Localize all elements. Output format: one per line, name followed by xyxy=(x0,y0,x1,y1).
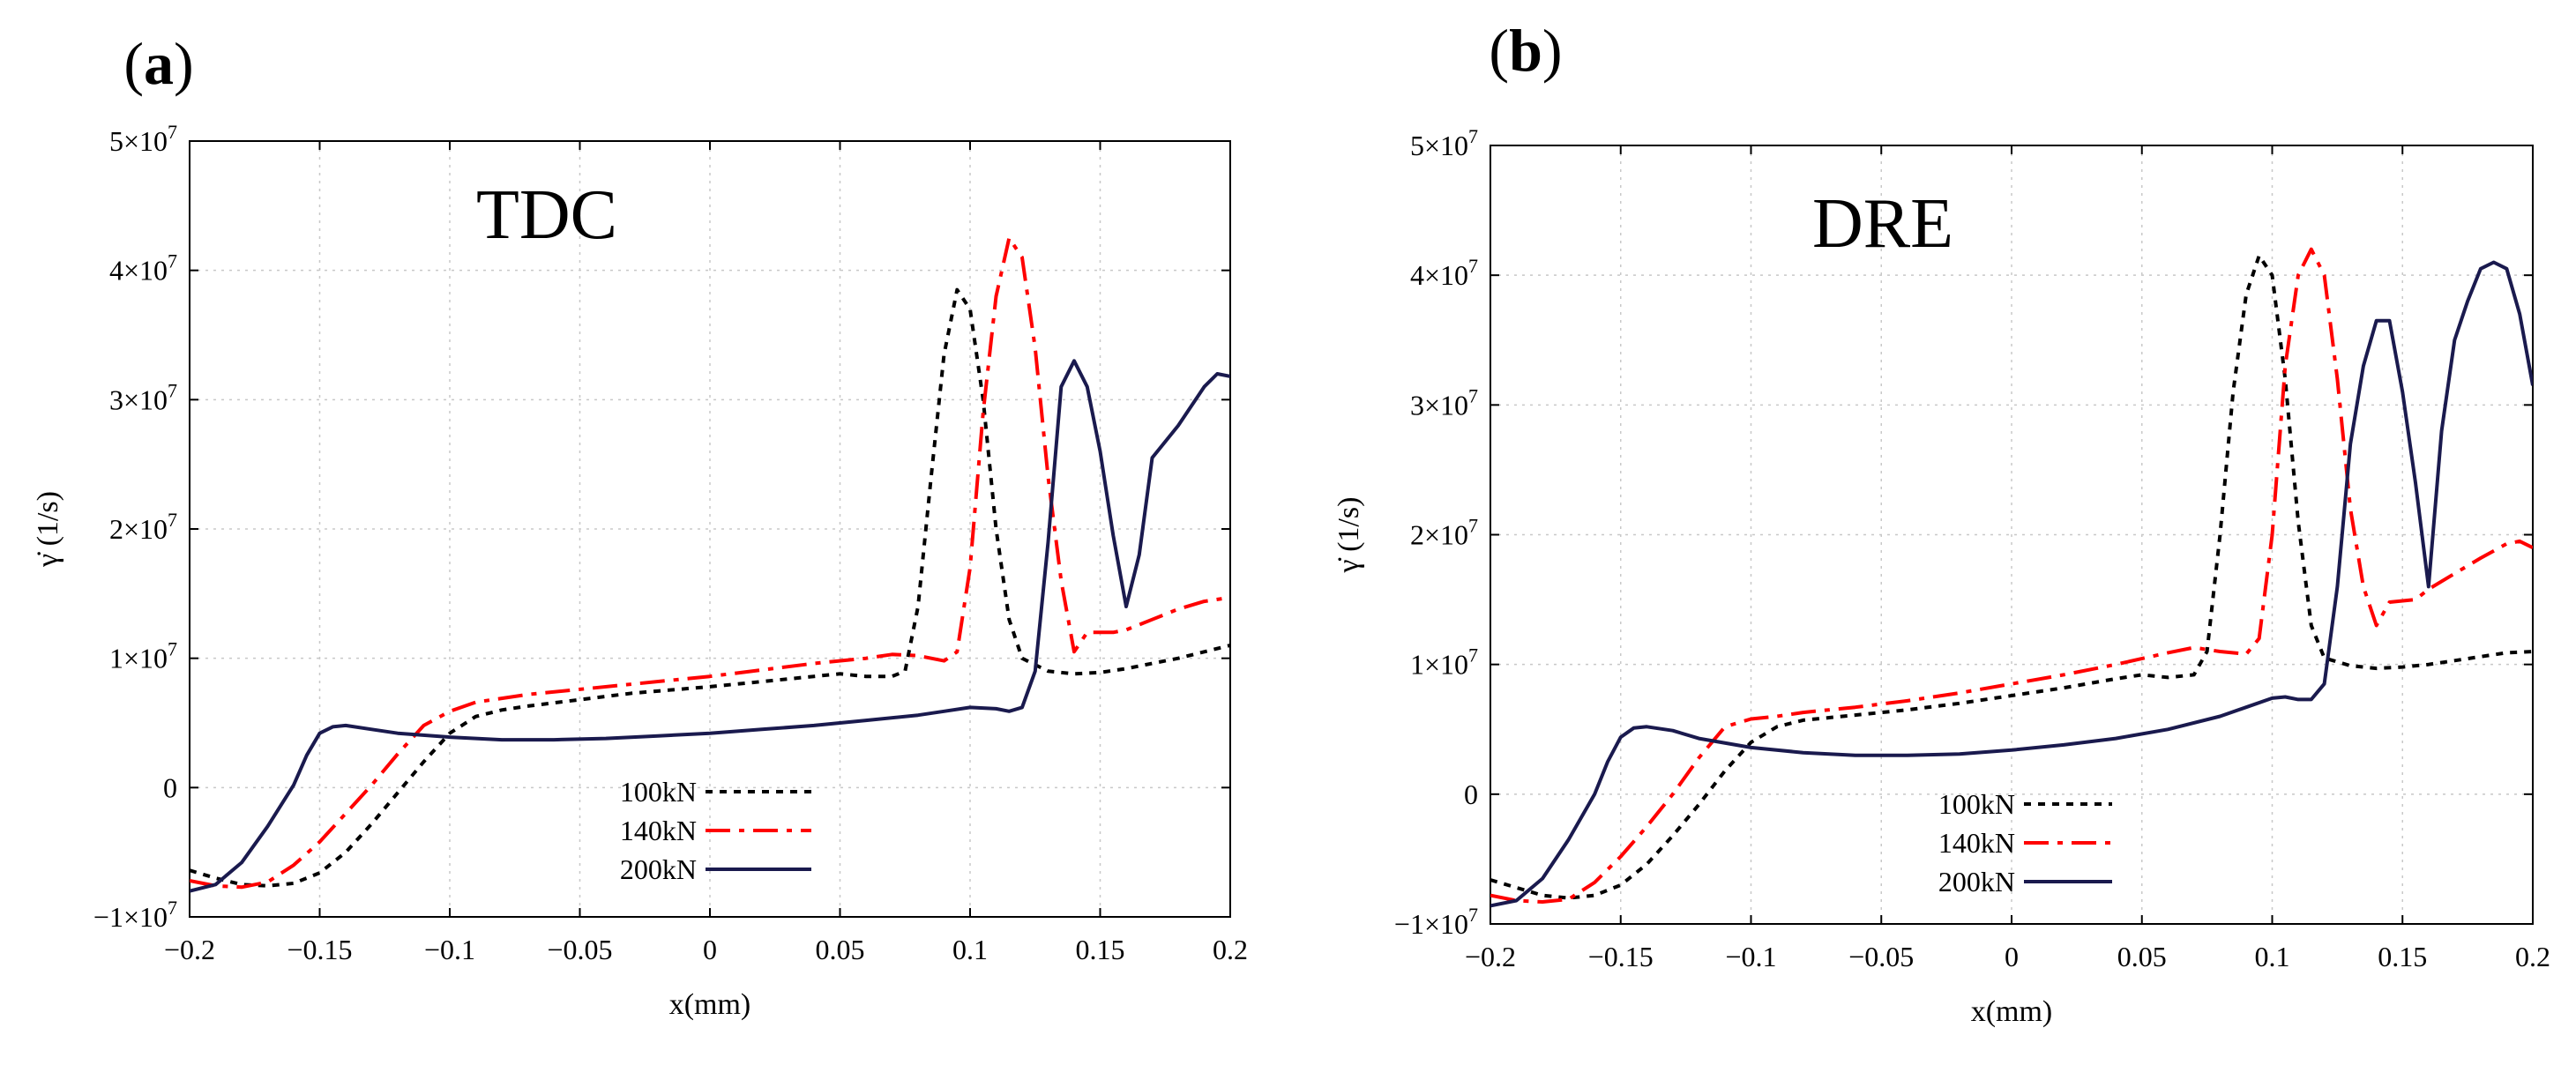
x-tick-label: −0.2 xyxy=(164,934,215,965)
y-axis-title: γ̇ (1/s) xyxy=(32,491,64,568)
y-tick-label: 1×107 xyxy=(109,638,177,674)
x-tick-label: −0.15 xyxy=(1588,941,1654,972)
y-tick-label: 0 xyxy=(1464,778,1478,810)
x-tick-label: 0.05 xyxy=(2117,941,2167,972)
x-tick-label: 0.1 xyxy=(952,934,988,965)
panel-label: (b) xyxy=(1489,17,1562,84)
series-line-140kN xyxy=(190,236,1230,890)
x-tick-label: 0.15 xyxy=(1076,934,1125,965)
x-tick-label: 0 xyxy=(2005,941,2019,972)
x-tick-label: −0.15 xyxy=(287,934,352,965)
series-line-100kN xyxy=(1490,254,2533,900)
y-tick-label: 3×107 xyxy=(109,379,177,415)
series-line-140kN xyxy=(1490,247,2533,904)
x-tick-label: −0.1 xyxy=(1725,941,1776,972)
legend-label: 200kN xyxy=(1938,866,2015,897)
legend-label: 140kN xyxy=(620,815,697,846)
x-tick-label: 0.15 xyxy=(2378,941,2427,972)
chart-panel-a: (a) −0.2 −0.15 −0.1 −0.05 0 0.05 0.1 0.15 0.2 −1×1… xyxy=(32,30,1248,1021)
panel-label: (a) xyxy=(123,30,193,97)
y-tick-label: 0 xyxy=(163,771,177,803)
y-tick-label: 5×107 xyxy=(1410,125,1478,161)
y-tick-label: −1×107 xyxy=(93,897,177,933)
y-tick-label: 1×107 xyxy=(1410,644,1478,681)
series-line-100kN xyxy=(190,287,1230,888)
legend-label: 140kN xyxy=(1938,827,2015,859)
y-tick-label: 5×107 xyxy=(109,121,177,157)
x-tick-label: −0.05 xyxy=(1848,941,1914,972)
x-tick-label: 0.2 xyxy=(1213,934,1248,965)
chart-annotation: DRE xyxy=(1812,185,1953,263)
y-tick-label: −1×107 xyxy=(1394,904,1478,940)
y-tick-label: 2×107 xyxy=(1410,515,1478,551)
x-axis-title: x(mm) xyxy=(1971,995,2053,1028)
legend-label: 200kN xyxy=(620,853,697,885)
y-tick-label: 4×107 xyxy=(109,250,177,287)
y-axis-title: γ̇ (1/s) xyxy=(1333,497,1365,574)
legend-label: 100kN xyxy=(620,776,697,808)
x-tick-label: −0.1 xyxy=(424,934,475,965)
legend-label: 100kN xyxy=(1938,788,2015,820)
y-tick-label: 3×107 xyxy=(1410,384,1478,421)
series-line-200kN xyxy=(1490,260,2533,908)
x-tick-label: 0 xyxy=(703,934,717,965)
x-tick-label: 0.1 xyxy=(2255,941,2290,972)
x-tick-label: −0.2 xyxy=(1465,941,1516,972)
chart-annotation: TDC xyxy=(476,176,617,254)
chart-panel-b: (b) −0.2 −0.15 −0.1 −0.05 0 0.05 0.1 0.15 0.2 −1×1… xyxy=(1333,17,2550,1028)
x-axis-title: x(mm) xyxy=(669,988,751,1021)
x-tick-label: 0.2 xyxy=(2515,941,2550,972)
y-tick-label: 4×107 xyxy=(1410,255,1478,291)
y-tick-label: 2×107 xyxy=(109,509,177,545)
series-line-200kN xyxy=(190,359,1230,893)
x-tick-label: 0.05 xyxy=(816,934,865,965)
x-tick-label: −0.05 xyxy=(547,934,612,965)
